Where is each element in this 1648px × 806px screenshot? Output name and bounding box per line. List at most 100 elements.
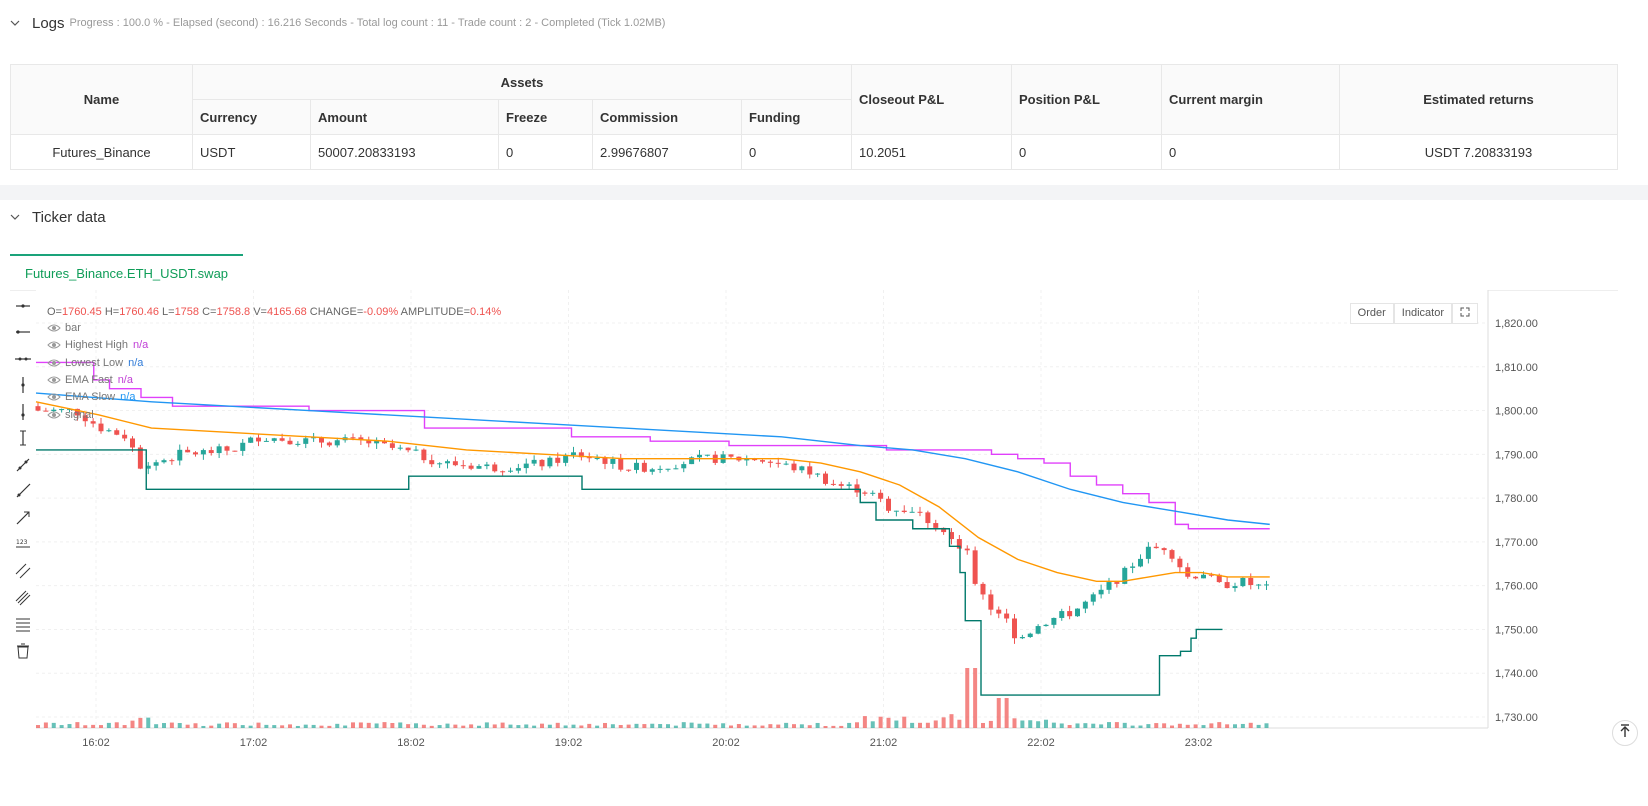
vertical-ray-icon[interactable] — [14, 403, 32, 421]
low-label: L= — [162, 306, 175, 318]
volume-bar — [658, 724, 663, 728]
scroll-top-button[interactable] — [1612, 720, 1638, 746]
horizontal-line-icon[interactable] — [14, 297, 32, 315]
eye-icon[interactable] — [47, 410, 61, 420]
volume-bar — [122, 725, 127, 728]
volume-bar — [295, 725, 300, 728]
candle-body — [815, 473, 821, 475]
candle-body — [838, 484, 844, 486]
candle-body — [586, 457, 592, 459]
y-tick-label: 1,760.00 — [1495, 581, 1538, 593]
price-label-icon[interactable]: 123 — [14, 535, 32, 553]
candle-body — [791, 463, 797, 471]
candle-body — [130, 438, 135, 448]
candle-body — [563, 454, 569, 463]
candle-body — [1216, 574, 1222, 583]
chevron-down-icon[interactable] — [10, 18, 20, 28]
trend-line-icon[interactable] — [14, 456, 32, 474]
volume-bar — [933, 720, 938, 728]
eye-icon[interactable] — [47, 323, 61, 333]
volume-bar — [303, 724, 308, 728]
candle-body — [689, 457, 695, 465]
candle-body — [933, 523, 939, 528]
eye-icon[interactable] — [47, 358, 61, 368]
y-tick-label: 1,770.00 — [1495, 537, 1538, 549]
volume-bar — [83, 725, 88, 728]
volume-bar — [925, 722, 930, 728]
volume-bar — [421, 724, 426, 728]
eye-icon[interactable] — [47, 392, 61, 402]
volume-bar — [1099, 724, 1104, 728]
volume-bar — [1020, 720, 1025, 728]
candle-body — [673, 468, 679, 470]
volume-bar — [256, 722, 261, 728]
fullscreen-button[interactable] — [1452, 303, 1478, 324]
volume-bar — [1248, 722, 1253, 728]
indicator-button[interactable]: Indicator — [1393, 303, 1452, 324]
candle-body — [1264, 584, 1269, 586]
ticker-header[interactable]: Ticker data — [10, 206, 106, 228]
legend-item-ema-fast[interactable]: EMA Fast n/a — [47, 373, 133, 387]
candle-body — [1098, 589, 1104, 595]
x-tick-label: 21:02 — [870, 737, 898, 749]
candle-body — [571, 452, 576, 455]
open-value: 1760.45 — [61, 306, 102, 318]
candle-body — [767, 461, 773, 463]
volume-bar — [1154, 723, 1159, 728]
close-value: 1758.8 — [216, 306, 251, 318]
pitchfork-icon[interactable] — [14, 589, 32, 607]
volume-bar — [477, 725, 481, 728]
eye-icon[interactable] — [47, 375, 61, 385]
parallel-channel-icon[interactable] — [14, 562, 32, 580]
candle-body — [169, 460, 175, 462]
volume-bar — [154, 724, 159, 728]
volume-bar — [453, 724, 458, 728]
fib-retracement-icon[interactable] — [14, 615, 32, 633]
volume-bar — [1177, 723, 1182, 728]
candle-body — [256, 437, 261, 442]
trash-icon[interactable] — [14, 642, 32, 660]
candle-body — [1130, 566, 1136, 568]
col-position-pl: Position P&L — [1011, 64, 1162, 135]
legend-item-highest-high[interactable]: Highest High n/a — [47, 338, 148, 352]
volume-bar — [1107, 722, 1111, 728]
legend-item-lowest-low[interactable]: Lowest Low n/a — [47, 356, 143, 370]
volume-bar — [1193, 724, 1198, 728]
logs-header[interactable]: Logs Progress : 100.0 % - Elapsed (secon… — [10, 12, 665, 34]
extended-line-icon[interactable] — [14, 350, 32, 368]
candle-body — [35, 406, 41, 411]
candle-body — [303, 438, 309, 444]
price-chart[interactable]: 1,820.00 1,810.00 1,800.00 1,790.00 1,780.00… — [0, 290, 1648, 760]
chevron-down-icon[interactable] — [10, 212, 20, 222]
col-currency: Currency — [192, 99, 311, 135]
volume-bar — [382, 722, 387, 728]
candle-body — [445, 461, 450, 464]
ticker-title: Ticker data — [32, 208, 106, 226]
volume-bar — [36, 725, 40, 728]
candle-body — [413, 449, 419, 451]
volume-bar — [508, 724, 513, 728]
volume-bar — [311, 724, 316, 728]
candle-body — [177, 449, 183, 461]
eye-icon[interactable] — [47, 340, 61, 350]
volume-bar — [571, 724, 576, 728]
order-button[interactable]: Order — [1349, 303, 1394, 324]
col-assets: Assets — [192, 64, 852, 100]
volume-bar — [445, 723, 450, 728]
price-range-icon[interactable] — [14, 429, 32, 447]
volume-bar — [146, 717, 151, 728]
candle-body — [1090, 594, 1096, 602]
candle-body — [1012, 618, 1017, 639]
horizontal-ray-icon[interactable] — [14, 323, 32, 341]
volume-bar — [540, 723, 544, 728]
arrow-line-icon[interactable] — [14, 509, 32, 527]
legend-item-ema-slow[interactable]: EMA Slow n/a — [47, 390, 135, 404]
tab-eth-usdt-swap[interactable]: Futures_Binance.ETH_USDT.swap — [10, 254, 244, 290]
candle-body — [1004, 613, 1010, 619]
volume-bar — [532, 725, 537, 728]
vertical-line-icon[interactable] — [14, 376, 32, 394]
legend-item-bar[interactable]: bar — [47, 321, 81, 335]
legend-item-signal[interactable]: signal — [47, 408, 94, 422]
ray-line-icon[interactable] — [14, 482, 32, 500]
candle-body — [106, 430, 112, 432]
